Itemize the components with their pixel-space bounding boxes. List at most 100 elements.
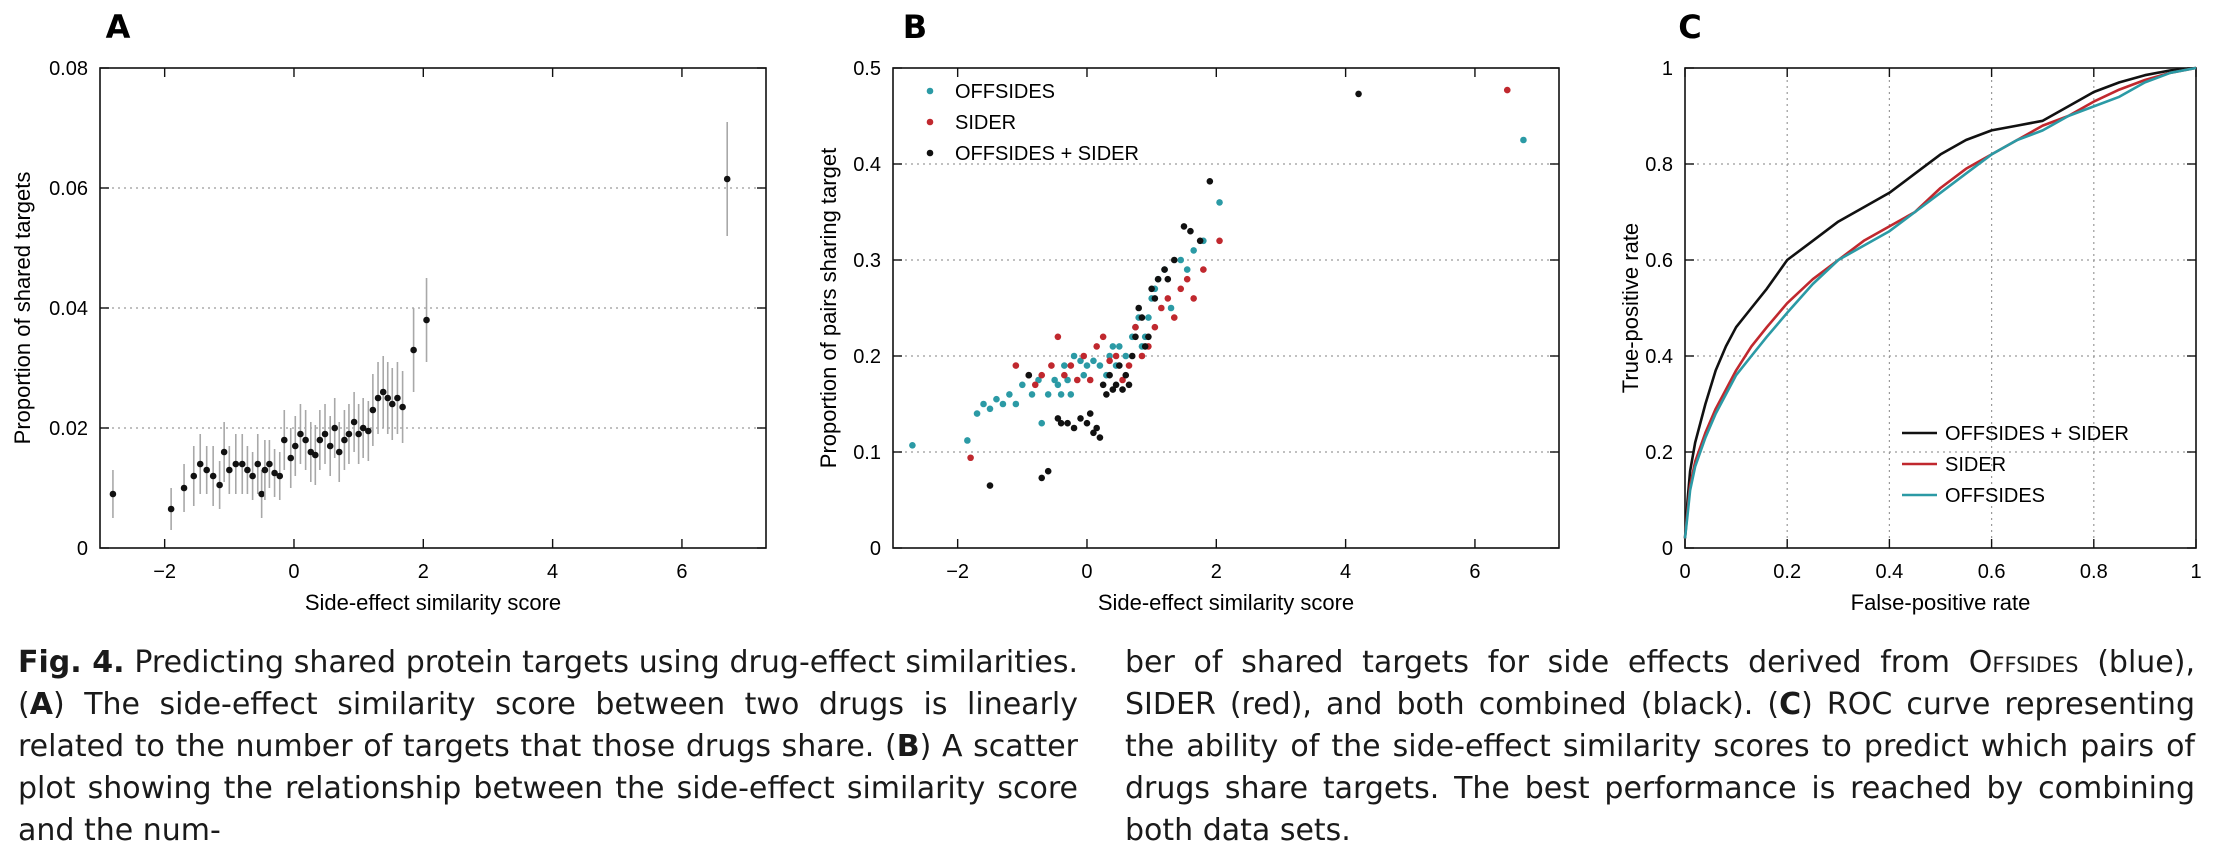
x-axis-title: False-positive rate	[1851, 590, 2031, 615]
data-point	[359, 424, 367, 432]
x-tick-label: 0.6	[1978, 561, 2006, 583]
series-2	[1683, 66, 2197, 539]
data-point	[1164, 295, 1172, 302]
data-point	[1106, 357, 1113, 365]
data-point	[993, 395, 1000, 403]
data-point	[244, 466, 251, 474]
data-point	[302, 436, 309, 444]
y-axis-title: Proportion of shared targets	[10, 172, 35, 445]
data-point	[1012, 362, 1020, 369]
y-tick-label: 0.8	[1645, 154, 1673, 176]
x-tick-label: 1	[2190, 561, 2201, 583]
data-point	[1090, 357, 1097, 365]
data-point	[374, 394, 382, 402]
data-point	[355, 430, 362, 438]
data-point	[254, 460, 262, 468]
data-point	[1190, 247, 1197, 254]
data-point	[220, 448, 228, 456]
data-point	[423, 316, 430, 324]
data-point	[312, 451, 319, 459]
y-tick-label: 0.2	[1645, 442, 1673, 464]
data-point	[1070, 352, 1078, 360]
data-point	[964, 437, 971, 444]
caption-text: Offsides	[1968, 645, 2079, 680]
series-1	[1683, 66, 2197, 539]
y-tick-label: 1	[1662, 58, 1673, 80]
data-point	[1180, 223, 1188, 230]
data-point	[1080, 371, 1088, 379]
roc-curve	[1683, 66, 2197, 539]
data-point	[258, 490, 265, 498]
data-point	[291, 442, 299, 450]
panel-a: A 0 0.02 0.04 0.06 0.08 −2 0 2 4 6 Side-effect simi…	[10, 8, 767, 615]
data-point	[1054, 415, 1062, 422]
data-point	[1109, 386, 1117, 393]
legend-marker	[926, 87, 934, 95]
data-point	[1164, 275, 1172, 283]
data-point	[1200, 266, 1207, 273]
x-axis-title: Side-effect similarity score	[1098, 590, 1354, 615]
data-point	[1119, 386, 1126, 393]
data-point	[1116, 343, 1123, 350]
legend-label: OFFSIDES	[1945, 485, 2045, 507]
data-point	[238, 460, 246, 468]
data-point	[1167, 304, 1175, 312]
data-point	[287, 454, 295, 462]
data-point	[1216, 199, 1223, 206]
data-point	[1093, 343, 1100, 350]
data-point	[1138, 352, 1146, 360]
data-point	[266, 460, 273, 468]
data-point	[1012, 400, 1020, 408]
data-point	[1028, 391, 1036, 398]
data-point	[1038, 419, 1046, 427]
data-point	[1170, 314, 1178, 321]
data-point	[190, 472, 198, 480]
data-point	[365, 427, 372, 435]
data-point	[1099, 333, 1107, 341]
x-tick-label: 4	[547, 561, 558, 583]
plot-frame	[892, 67, 1560, 549]
data-point	[326, 442, 334, 450]
data-point	[232, 460, 240, 468]
data-point	[1086, 376, 1094, 384]
legend-label: OFFSIDES + SIDER	[955, 143, 1139, 165]
x-tick-label: 0	[288, 561, 299, 583]
data-point	[1051, 376, 1058, 384]
data-point	[1064, 419, 1071, 427]
series-2	[986, 90, 1362, 489]
data-point	[1135, 304, 1143, 312]
data-point	[1064, 376, 1071, 384]
y-tick-label: 0.04	[49, 298, 88, 320]
data-point	[967, 454, 974, 462]
data-point	[973, 410, 981, 417]
data-point	[1158, 304, 1165, 312]
x-tick-label: 0.2	[1773, 561, 1801, 583]
y-tick-label: 0.5	[853, 58, 881, 80]
legend-marker	[926, 149, 934, 157]
y-tick-label: 0.06	[49, 178, 88, 200]
data-point	[1038, 371, 1046, 379]
data-point	[1090, 429, 1097, 437]
caption-text: ber of shared targets for side effects d…	[1125, 645, 1969, 680]
data-point	[1031, 381, 1039, 389]
data-point	[1151, 295, 1159, 302]
series-0	[109, 122, 731, 530]
caption-text: ) A scatter plot showing the relationshi…	[18, 729, 1079, 848]
data-point	[1170, 256, 1178, 264]
caption-text: Predicting shared protein targets using …	[18, 645, 1078, 722]
data-point	[1119, 376, 1126, 384]
data-point	[1196, 237, 1204, 245]
data-point	[1093, 424, 1100, 432]
panel-label: C	[1678, 8, 1701, 46]
data-point	[1061, 371, 1068, 379]
data-point	[1151, 323, 1159, 331]
data-point	[1077, 415, 1084, 422]
figure-caption-left: Fig. 4. Predicting shared protein target…	[18, 642, 1078, 852]
data-point	[1096, 362, 1104, 369]
data-point	[1177, 256, 1185, 264]
data-point	[723, 175, 731, 183]
data-point	[345, 430, 353, 438]
x-tick-label: 0.8	[2080, 561, 2108, 583]
data-point	[388, 400, 396, 408]
x-tick-label: 6	[1469, 561, 1480, 583]
